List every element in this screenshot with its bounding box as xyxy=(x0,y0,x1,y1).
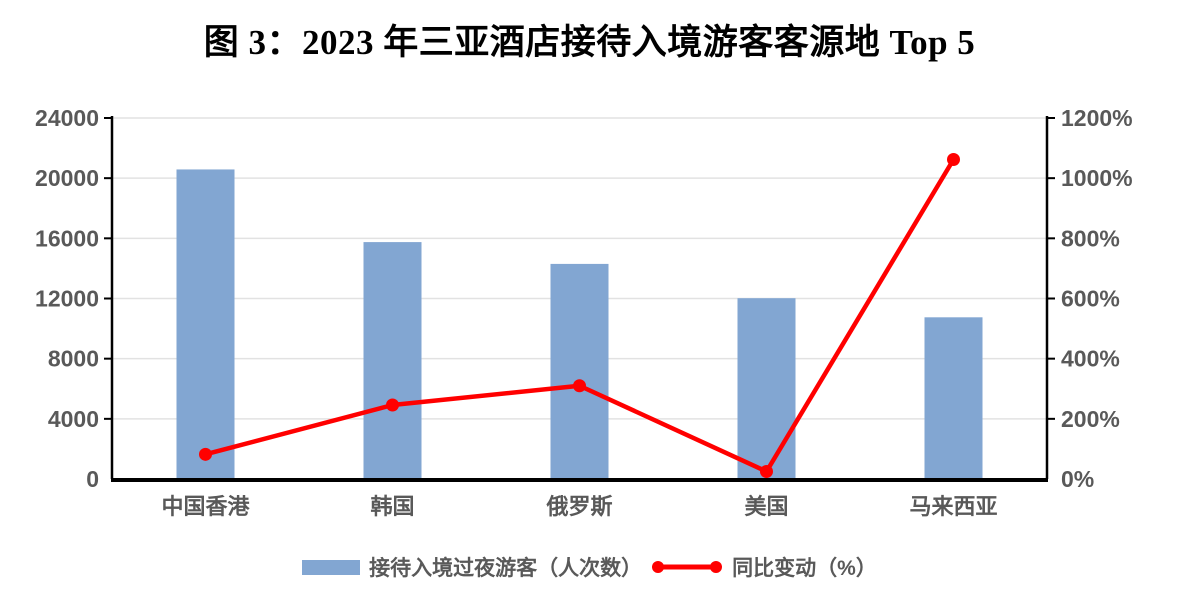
bar-中国香港 xyxy=(176,169,235,479)
bar-series-swatch-icon xyxy=(302,559,361,575)
category-label-马来西亚: 马来西亚 xyxy=(909,494,997,519)
line-series-marker-icon xyxy=(651,559,723,575)
legend-item-bar-series: 接待入境过夜游客（人次数） xyxy=(302,552,642,582)
legend-line-series-label: 同比变动（%） xyxy=(732,557,877,580)
bar-韩国 xyxy=(363,242,422,479)
line-marker-中国香港 xyxy=(199,447,212,461)
line-marker-马来西亚 xyxy=(947,153,960,167)
right-axis-label: 600% xyxy=(1061,286,1120,312)
line-marker-美国 xyxy=(760,464,773,478)
right-axis-label: 1200% xyxy=(1061,105,1133,131)
line-marker-韩国 xyxy=(386,398,399,412)
left-axis-label: 4000 xyxy=(48,406,99,432)
left-axis-label: 20000 xyxy=(35,165,99,191)
legend-item-line-series: 同比变动（%） xyxy=(651,552,877,582)
right-axis-label: 400% xyxy=(1061,346,1120,372)
right-axis-label: 800% xyxy=(1061,225,1120,251)
right-axis-label: 200% xyxy=(1061,406,1120,432)
chart-title: 图 3：2023 年三亚酒店接待入境游客客源地 Top 5 xyxy=(203,23,976,62)
left-axis-label: 0 xyxy=(86,466,99,492)
right-axis-label: 0% xyxy=(1061,466,1094,492)
bar-马来西亚 xyxy=(924,317,983,479)
category-label-俄罗斯: 俄罗斯 xyxy=(545,494,612,519)
legend-bar-series-label: 接待入境过夜游客（人次数） xyxy=(369,557,643,580)
category-label-美国: 美国 xyxy=(744,494,788,519)
bar-俄罗斯 xyxy=(550,263,609,479)
left-axis-label: 12000 xyxy=(35,286,99,312)
line-marker-俄罗斯 xyxy=(573,379,586,393)
bar-美国 xyxy=(737,298,796,479)
category-label-韩国: 韩国 xyxy=(370,494,414,519)
right-axis-label: 1000% xyxy=(1061,165,1133,191)
left-axis-label: 8000 xyxy=(48,346,99,372)
category-label-中国香港: 中国香港 xyxy=(161,494,250,519)
chart-legend: 接待入境过夜游客（人次数） 同比变动（%） xyxy=(0,549,1179,585)
left-axis-label: 16000 xyxy=(35,225,99,251)
left-axis-label: 24000 xyxy=(35,105,99,131)
